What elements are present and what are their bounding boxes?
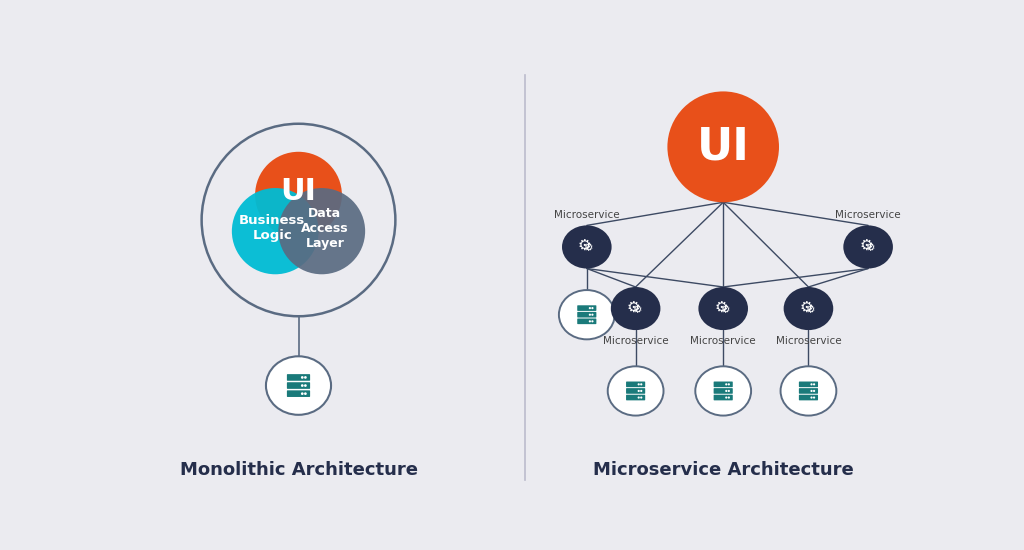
Circle shape [279, 188, 366, 274]
FancyBboxPatch shape [714, 388, 733, 394]
Circle shape [301, 376, 304, 379]
Text: Monolithic Architecture: Monolithic Architecture [179, 461, 418, 479]
Text: ⚙: ⚙ [806, 305, 815, 315]
Circle shape [589, 320, 591, 322]
FancyBboxPatch shape [287, 382, 310, 389]
Circle shape [638, 397, 640, 399]
Circle shape [591, 307, 594, 309]
FancyBboxPatch shape [287, 374, 310, 381]
Circle shape [301, 392, 304, 395]
Circle shape [638, 390, 640, 392]
Text: ⚙: ⚙ [579, 238, 592, 253]
Ellipse shape [844, 226, 893, 268]
Circle shape [813, 390, 815, 392]
Text: ⚙: ⚙ [715, 300, 728, 315]
Ellipse shape [562, 226, 611, 268]
Circle shape [813, 383, 815, 386]
Ellipse shape [559, 290, 614, 339]
Circle shape [301, 384, 304, 387]
Text: ⚙: ⚙ [800, 300, 813, 315]
FancyBboxPatch shape [799, 388, 818, 394]
Circle shape [728, 397, 730, 399]
Circle shape [728, 383, 730, 386]
Ellipse shape [695, 366, 751, 416]
Ellipse shape [783, 287, 834, 330]
Circle shape [810, 397, 813, 399]
Text: Microservice: Microservice [554, 210, 620, 220]
FancyBboxPatch shape [578, 312, 596, 317]
Text: ⚙: ⚙ [859, 238, 873, 253]
Text: ⚙: ⚙ [721, 305, 730, 315]
Circle shape [304, 384, 307, 387]
Ellipse shape [698, 287, 748, 330]
Text: Microservice: Microservice [836, 210, 901, 220]
FancyBboxPatch shape [714, 382, 733, 387]
Circle shape [668, 91, 779, 202]
Circle shape [304, 392, 307, 395]
Text: Business
Logic: Business Logic [239, 214, 305, 242]
Ellipse shape [266, 356, 331, 415]
Circle shape [810, 390, 813, 392]
FancyBboxPatch shape [799, 395, 818, 400]
Text: UI: UI [696, 125, 750, 168]
FancyBboxPatch shape [578, 305, 596, 311]
Text: Microservice Architecture: Microservice Architecture [593, 461, 854, 479]
Text: Data
Access
Layer: Data Access Layer [301, 207, 348, 250]
Text: ⚙: ⚙ [633, 305, 642, 315]
Circle shape [304, 376, 307, 379]
Circle shape [640, 390, 642, 392]
FancyBboxPatch shape [626, 388, 645, 394]
Circle shape [231, 188, 318, 274]
Ellipse shape [780, 366, 837, 416]
Circle shape [640, 397, 642, 399]
Ellipse shape [611, 287, 660, 330]
Text: Microservice: Microservice [603, 336, 669, 345]
Text: ⚙: ⚙ [865, 244, 876, 254]
FancyBboxPatch shape [578, 318, 596, 324]
Circle shape [728, 390, 730, 392]
FancyBboxPatch shape [626, 395, 645, 400]
Circle shape [640, 383, 642, 386]
Text: UI: UI [281, 177, 316, 206]
Circle shape [725, 397, 727, 399]
Circle shape [255, 152, 342, 238]
Text: ⚙: ⚙ [585, 244, 594, 254]
FancyBboxPatch shape [714, 395, 733, 400]
Text: ⚙: ⚙ [627, 300, 641, 315]
FancyBboxPatch shape [626, 382, 645, 387]
Circle shape [725, 390, 727, 392]
Circle shape [591, 320, 594, 322]
Circle shape [725, 383, 727, 386]
Circle shape [591, 314, 594, 316]
FancyBboxPatch shape [287, 390, 310, 397]
Circle shape [589, 307, 591, 309]
Circle shape [589, 314, 591, 316]
FancyBboxPatch shape [799, 382, 818, 387]
Circle shape [638, 383, 640, 386]
Circle shape [810, 383, 813, 386]
Circle shape [813, 397, 815, 399]
Ellipse shape [607, 366, 664, 416]
Text: Microservice: Microservice [775, 336, 842, 345]
Text: Microservice: Microservice [690, 336, 756, 345]
